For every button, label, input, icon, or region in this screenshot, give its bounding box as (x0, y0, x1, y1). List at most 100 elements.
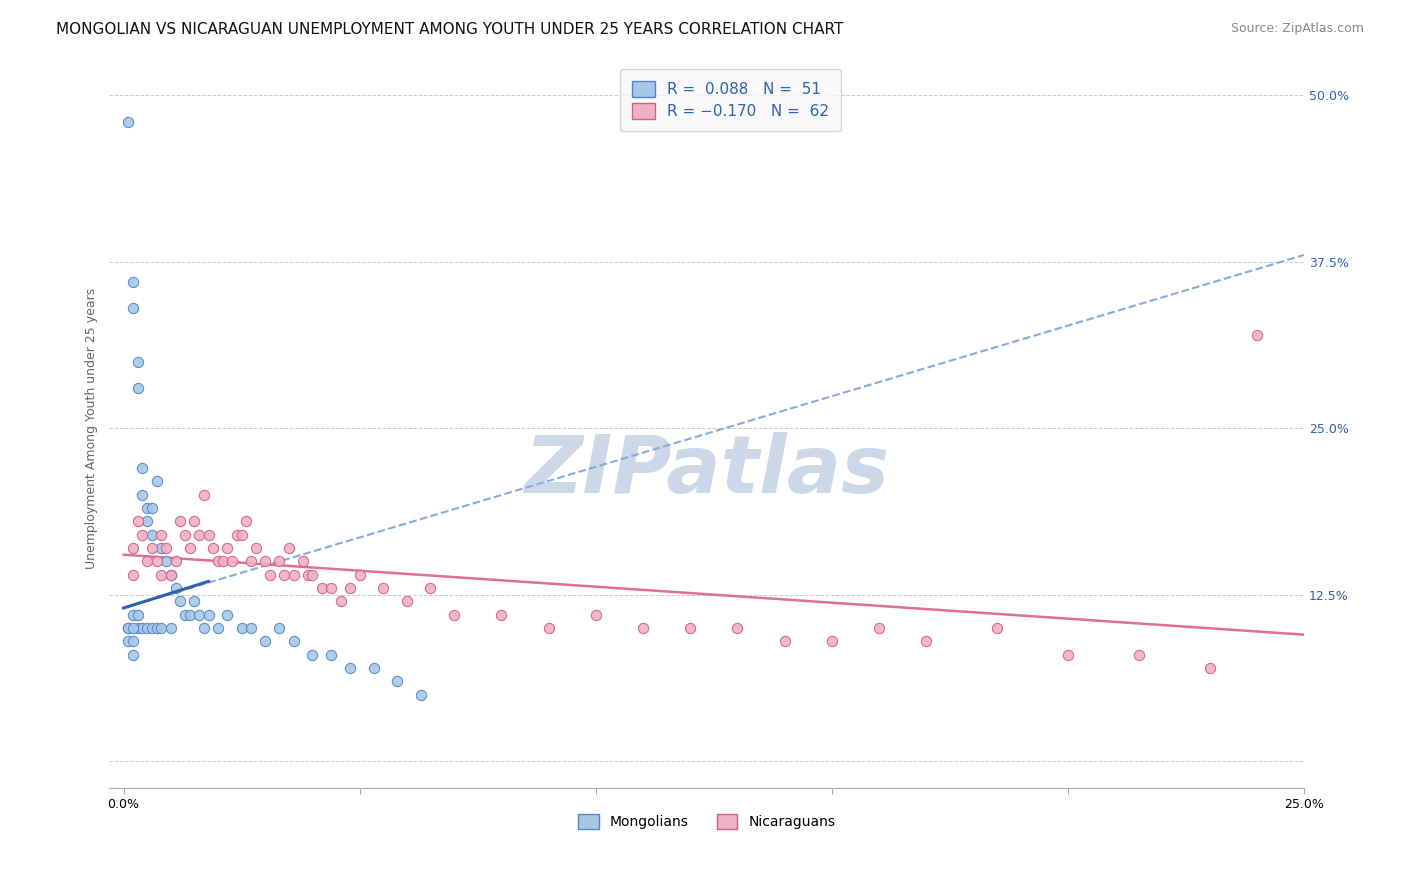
Point (202, 541, 225, 555)
Point (231, 621, 253, 635)
Point (211, 554, 233, 568)
Point (283, 567, 305, 582)
Point (145, 554, 167, 568)
Point (197, 527, 219, 541)
Point (443, 607, 465, 622)
Point (136, 554, 159, 568)
Point (122, 275, 145, 289)
Point (773, 634, 796, 648)
Point (165, 554, 187, 568)
Point (1057, 648, 1080, 662)
Point (188, 527, 211, 541)
Point (174, 607, 197, 622)
Point (301, 648, 323, 662)
Point (122, 301, 145, 316)
Point (915, 634, 938, 648)
Point (179, 541, 201, 555)
Point (136, 515, 159, 529)
Point (122, 621, 145, 635)
Point (131, 461, 153, 475)
Point (122, 567, 145, 582)
Point (283, 634, 305, 648)
Point (127, 354, 149, 368)
Point (373, 581, 395, 595)
Point (188, 607, 211, 622)
Point (1128, 648, 1150, 662)
Point (387, 674, 409, 689)
Point (254, 554, 277, 568)
Point (197, 607, 219, 622)
Point (193, 621, 215, 635)
Point (131, 488, 153, 502)
Point (311, 581, 333, 595)
Point (136, 621, 159, 635)
Point (122, 541, 145, 555)
Point (1198, 661, 1220, 675)
Point (1246, 327, 1268, 342)
Point (169, 594, 191, 608)
Legend: Mongolians, Nicaraguans: Mongolians, Nicaraguans (572, 809, 841, 835)
Point (117, 621, 139, 635)
Point (273, 567, 295, 582)
Point (868, 621, 890, 635)
Point (117, 621, 139, 635)
Point (117, 634, 139, 648)
Point (127, 381, 149, 395)
Point (339, 661, 361, 675)
Point (986, 621, 1008, 635)
Point (269, 621, 291, 635)
Point (269, 554, 291, 568)
Point (141, 527, 163, 541)
Point (131, 527, 153, 541)
Point (169, 515, 191, 529)
Point (174, 527, 197, 541)
Point (165, 581, 187, 595)
Point (127, 621, 149, 635)
Point (159, 621, 181, 635)
Point (159, 567, 181, 582)
Point (179, 607, 201, 622)
Point (235, 515, 257, 529)
Point (321, 648, 343, 662)
Point (122, 648, 145, 662)
Point (321, 581, 343, 595)
Point (193, 488, 215, 502)
Point (122, 634, 145, 648)
Point (821, 634, 844, 648)
Point (117, 115, 139, 129)
Point (631, 621, 654, 635)
Point (339, 581, 361, 595)
Point (131, 621, 153, 635)
Point (725, 621, 748, 635)
Point (277, 541, 299, 555)
Point (225, 527, 247, 541)
Point (259, 567, 281, 582)
Point (150, 527, 173, 541)
Point (297, 567, 319, 582)
Point (155, 541, 177, 555)
Point (207, 554, 229, 568)
Point (127, 515, 149, 529)
Point (301, 567, 323, 582)
Point (240, 621, 263, 635)
Point (145, 621, 167, 635)
Point (221, 554, 243, 568)
Point (183, 594, 205, 608)
Text: Source: ZipAtlas.com: Source: ZipAtlas.com (1230, 22, 1364, 36)
Point (349, 567, 371, 582)
Point (145, 475, 167, 489)
Point (150, 567, 173, 582)
Point (254, 634, 277, 648)
Point (363, 661, 385, 675)
Point (159, 567, 181, 582)
Point (141, 621, 163, 635)
Point (155, 554, 177, 568)
Point (329, 594, 352, 608)
Point (150, 541, 173, 555)
Point (141, 541, 163, 555)
Point (240, 554, 263, 568)
Point (183, 515, 205, 529)
Point (419, 581, 441, 595)
Point (217, 541, 239, 555)
Point (122, 607, 145, 622)
